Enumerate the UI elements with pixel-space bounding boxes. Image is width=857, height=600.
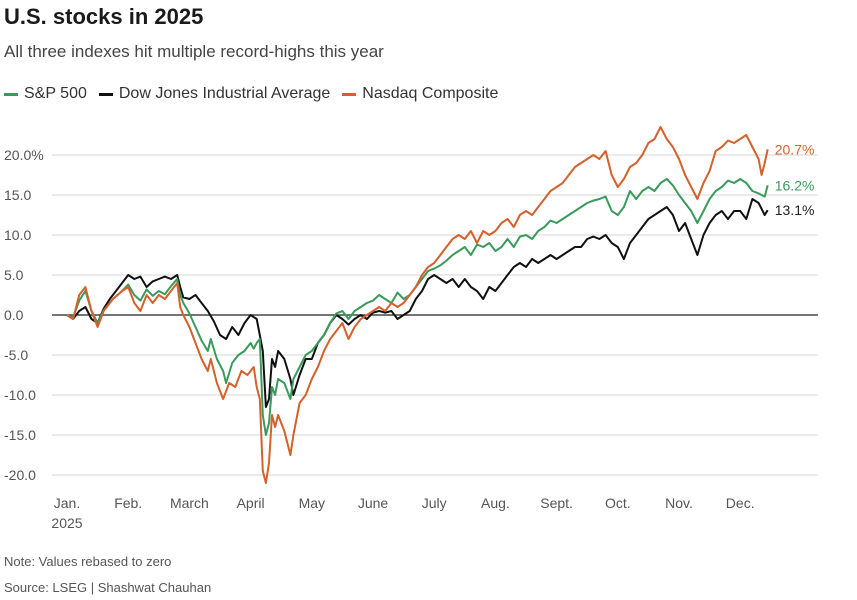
y-tick-label: 5.0 xyxy=(4,267,24,283)
end-label-s-p-500: 16.2% xyxy=(775,177,815,193)
chart-note: Note: Values rebased to zero xyxy=(4,554,172,569)
y-tick-label: -15.0 xyxy=(4,427,36,443)
x-tick-label: July xyxy=(422,495,447,511)
x-tick-label: Sept. xyxy=(540,495,573,511)
x-tick-label: Aug. xyxy=(481,495,510,511)
legend-label-dow: Dow Jones Industrial Average xyxy=(118,85,331,102)
end-label-nasdaq-composite: 20.7% xyxy=(775,141,815,157)
x-tick-label: May xyxy=(299,495,325,511)
y-tick-label: 20.0% xyxy=(4,147,44,163)
chart-subtitle: All three indexes hit multiple record-hi… xyxy=(4,42,384,61)
legend-item-nasdaq: Nasdaq Composite xyxy=(342,85,498,103)
legend-swatch-dow xyxy=(98,92,113,96)
end-label-dow-jones-industrial-average: 13.1% xyxy=(775,202,815,218)
x-year-label: 2025 xyxy=(51,515,82,531)
series-line-dow-jones-industrial-average xyxy=(66,198,769,408)
legend-item-dow: Dow Jones Industrial Average xyxy=(98,85,331,103)
x-tick-label: Dec. xyxy=(726,495,755,511)
y-tick-label: -5.0 xyxy=(4,347,28,363)
chart-legend: S&P 500 Dow Jones Industrial Average Nas… xyxy=(4,85,498,103)
y-tick-label: 10.0 xyxy=(4,227,31,243)
x-tick-label: Nov. xyxy=(665,495,693,511)
y-tick-label: -10.0 xyxy=(4,387,36,403)
legend-swatch-nasdaq xyxy=(342,92,357,96)
chart-source: Source: LSEG | Shashwat Chauhan xyxy=(4,580,212,595)
x-tick-label: June xyxy=(358,495,389,511)
legend-swatch-sp500 xyxy=(4,92,18,96)
y-tick-label: 15.0 xyxy=(4,187,31,203)
legend-item-sp500: S&P 500 xyxy=(4,85,87,103)
y-tick-label: 0.0 xyxy=(4,307,24,323)
y-tick-label: -20.0 xyxy=(4,467,36,483)
x-tick-label: March xyxy=(170,495,209,511)
series-line-s-p-500 xyxy=(66,178,769,436)
x-tick-label: April xyxy=(237,495,265,511)
chart-title: U.S. stocks in 2025 xyxy=(4,4,204,29)
x-tick-label: Oct. xyxy=(605,495,631,511)
legend-label-sp500: S&P 500 xyxy=(24,85,87,102)
legend-label-nasdaq: Nasdaq Composite xyxy=(362,85,499,102)
series-line-nasdaq-composite xyxy=(66,126,769,484)
x-tick-label: Jan. xyxy=(54,495,80,511)
x-tick-label: Feb. xyxy=(114,495,142,511)
